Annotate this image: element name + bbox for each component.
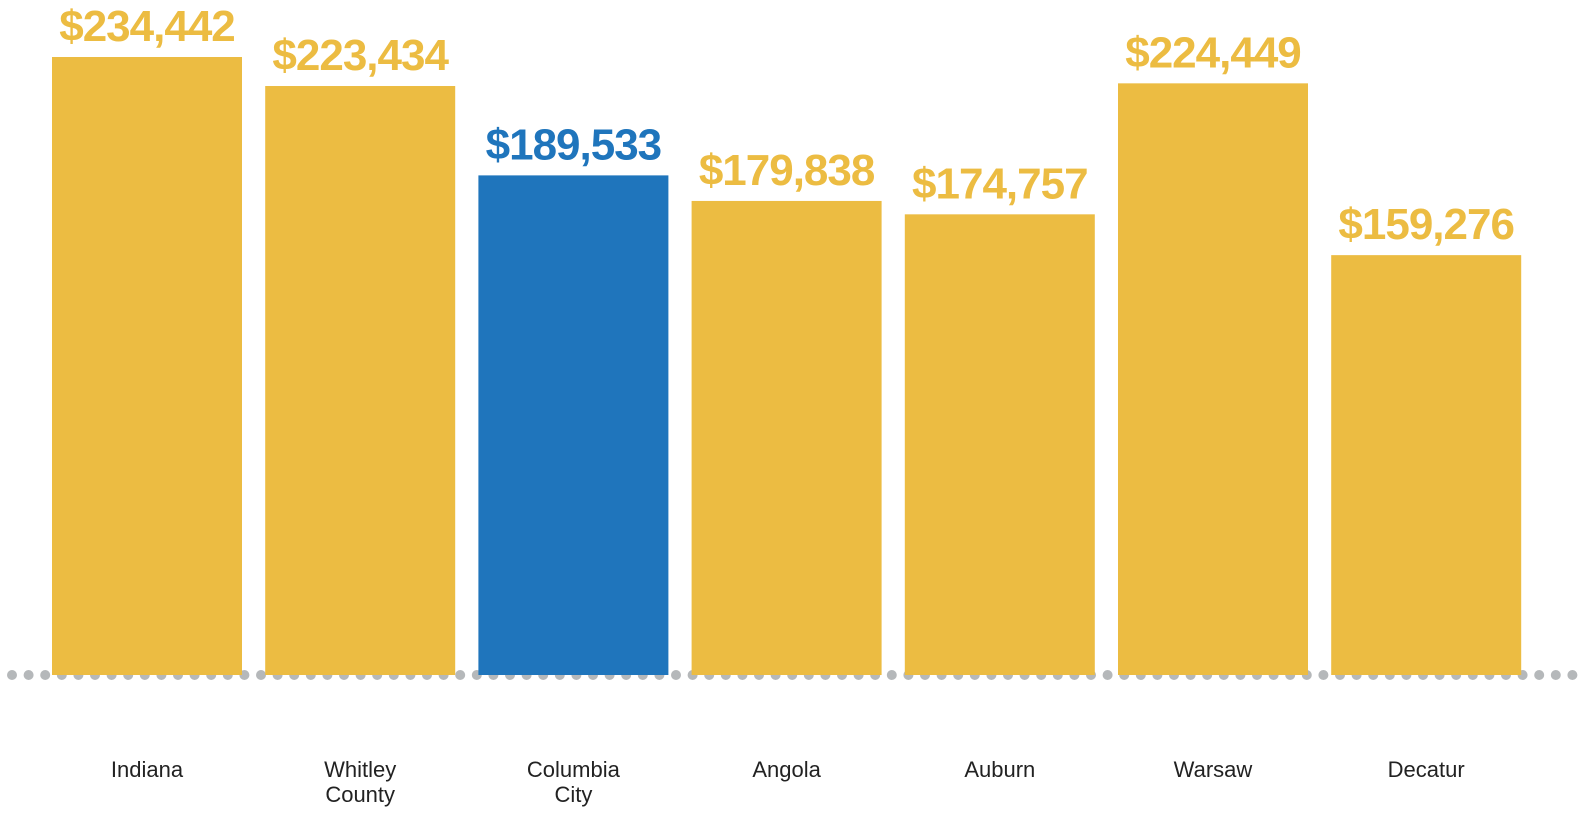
baseline-dot [1534,670,1545,680]
baseline-dot [1550,670,1561,680]
bar [904,214,1095,675]
bar [691,200,882,676]
value-label: $159,276 [1338,200,1514,249]
baseline-dot [40,670,51,680]
baseline-dot [886,670,897,680]
value-label: $189,533 [486,120,662,169]
baseline-dot [1567,670,1578,680]
baseline-dot [455,670,466,680]
x-tick-label: Indiana [110,757,184,782]
x-tick-label: Auburn [964,757,1036,782]
bar [52,57,242,675]
value-label: $174,757 [912,159,1088,208]
value-label: $224,449 [1125,28,1301,77]
bar [1331,255,1522,676]
baseline-dot [1318,670,1329,680]
baseline-dot [256,670,266,680]
baseline-dot [23,670,34,680]
x-tick-label: Columbia City [526,757,620,807]
bar [265,86,456,676]
x-tick-label: Warsaw [1173,757,1253,782]
baseline-dot [1102,670,1113,680]
bar [478,175,669,675]
baseline-dot [671,670,681,680]
baseline-dot [7,670,17,680]
bar [1118,83,1308,675]
value-label: $223,434 [272,31,449,80]
x-tick-label: Angola [752,757,821,782]
value-label: $234,442 [59,2,235,51]
value-label: $179,838 [699,146,875,195]
x-tick-label: Decatur [1387,757,1465,782]
x-tick-label: Whitley County [324,757,397,807]
